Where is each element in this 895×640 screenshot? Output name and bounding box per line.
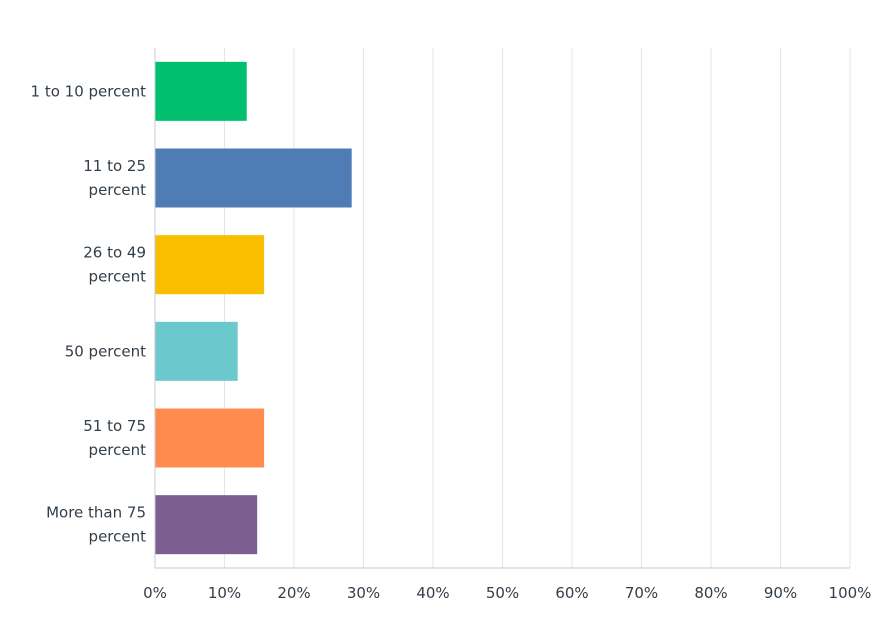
gridlines: [224, 48, 851, 568]
axes: [154, 48, 850, 569]
bar: [155, 235, 265, 295]
bar: [155, 321, 238, 381]
category-label: 26 to 49 percent: [83, 244, 146, 286]
x-tick-label: 50%: [486, 584, 519, 602]
x-tick-label: 90%: [764, 584, 797, 602]
category-label: 11 to 25 percent: [83, 157, 146, 199]
bar: [155, 495, 258, 555]
x-tick-label: 80%: [694, 584, 727, 602]
category-labels: 1 to 10 percent 11 to 25 percent 26 to 49 pe…: [31, 82, 147, 545]
x-tick-label: 100%: [829, 584, 872, 602]
category-label: 1 to 10 percent: [31, 82, 147, 100]
bar: [155, 61, 247, 121]
bar: [155, 408, 265, 468]
x-tick-label: 60%: [555, 584, 588, 602]
bar: [155, 148, 352, 208]
category-label: More than 75 percent: [46, 504, 146, 546]
x-tick-label: 40%: [416, 584, 449, 602]
x-tick-label: 0%: [143, 584, 167, 602]
x-tick-label: 20%: [277, 584, 310, 602]
x-tick-label: 10%: [208, 584, 241, 602]
category-label: 50 percent: [65, 342, 146, 360]
category-label: 51 to 75 percent: [83, 417, 146, 459]
x-tick-label: 30%: [347, 584, 380, 602]
bars: [155, 61, 352, 555]
x-tick-label: 70%: [625, 584, 658, 602]
x-tick-labels: 0% 10% 20% 30% 40% 50% 60% 70% 80% 90% 100%: [143, 584, 871, 602]
